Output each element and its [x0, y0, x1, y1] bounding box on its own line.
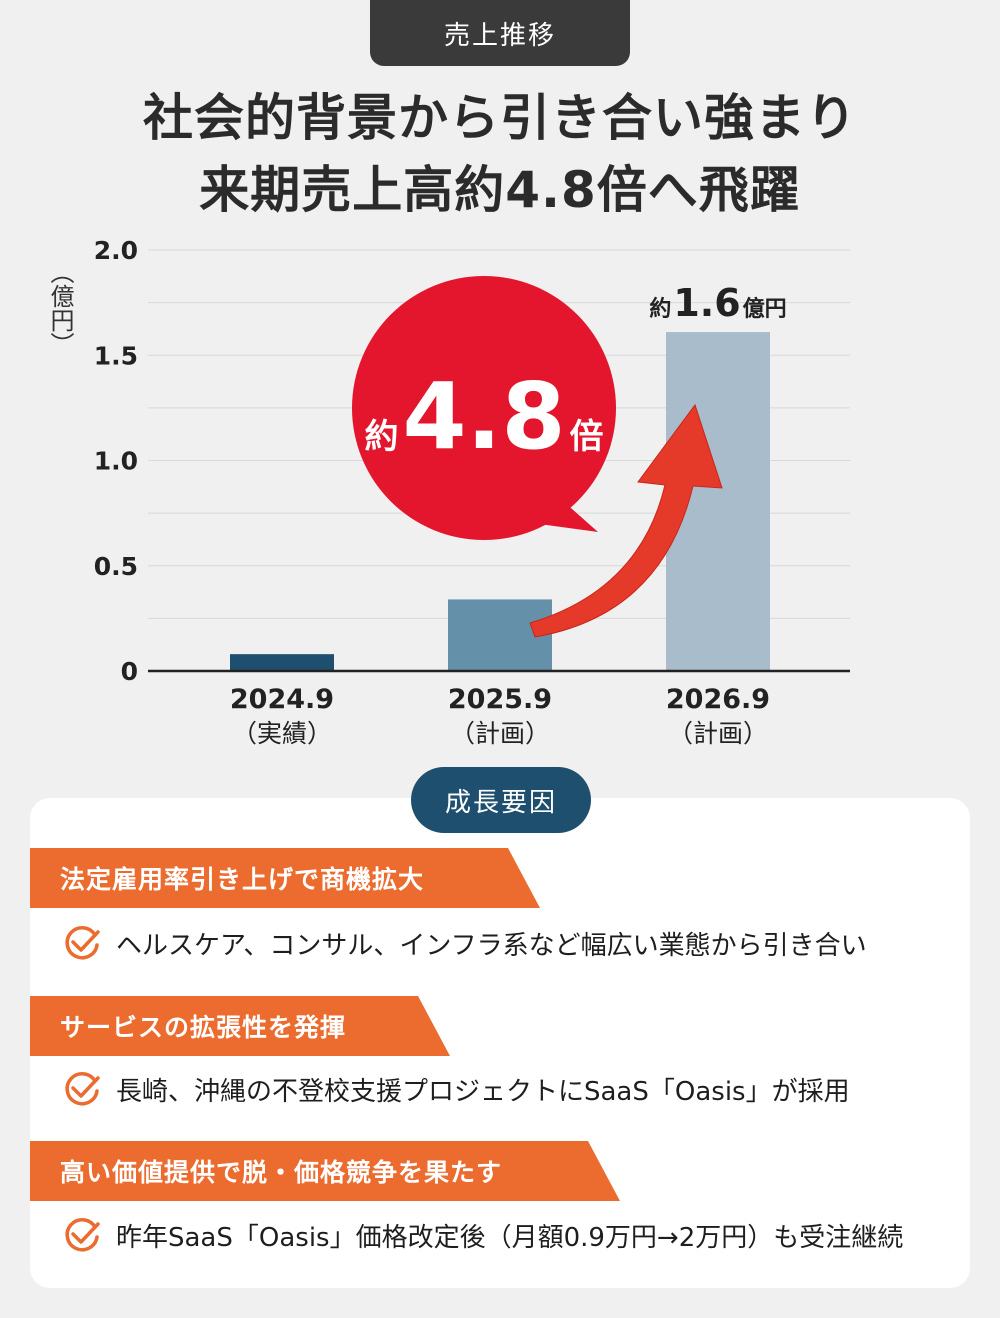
x-tick-label: 2024.9	[230, 684, 334, 715]
badge-suffix: 倍	[569, 417, 603, 457]
check-circle-icon	[65, 1218, 100, 1252]
factor-detail-2-text: 長崎、沖縄の不登校支援プロジェクトにSaaS「Oasis」が採用	[116, 1076, 850, 1107]
bar-2024.9	[230, 654, 334, 671]
page-title-line2: 来期売上高約4.8倍へ飛躍	[199, 161, 801, 219]
growth-badge: 約4.8 倍	[352, 276, 616, 540]
svg-text:約1.6億円: 約1.6億円	[649, 281, 786, 325]
y-tick-label: 1.5	[94, 341, 138, 370]
factor-detail-1: ヘルスケア、コンサル、インフラ系など幅広い業態から引き合い	[62, 918, 867, 968]
page-title-line1: 社会的背景から引き合い強まり	[143, 89, 857, 147]
factor-detail-3-text: 昨年SaaS「Oasis」価格改定後（月額0.9万円→2万円）も受注継続	[116, 1222, 904, 1253]
badge-value: 4.8	[403, 363, 566, 470]
y-tick-label: 0.5	[94, 552, 138, 581]
x-tick-note: （実績）	[232, 719, 332, 748]
y-tick-label: 1.0	[94, 447, 138, 476]
y-axis-label: （億円）	[46, 260, 74, 356]
check-circle-icon	[65, 1072, 100, 1106]
check-circle-icon	[65, 926, 100, 960]
factor-detail-2: 長崎、沖縄の不登校支援プロジェクトにSaaS「Oasis」が採用	[62, 1064, 850, 1114]
annotation-prefix: 約	[649, 296, 671, 322]
y-axis-ticks: 0 0.5 1.0 1.5 2.0	[94, 236, 138, 686]
factor-title-2: サービスの拡張性を発揮	[30, 996, 450, 1056]
factor-title-1: 法定雇用率引き上げで商機拡大	[30, 848, 540, 908]
x-tick-label: 2026.9	[666, 684, 770, 715]
page-title: 社会的背景から引き合い強まり 来期売上高約4.8倍へ飛躍	[0, 82, 1000, 226]
factor-detail-3: 昨年SaaS「Oasis」価格改定後（月額0.9万円→2万円）も受注継続	[62, 1210, 903, 1260]
growth-factors-pill: 成長要因	[411, 767, 591, 833]
annotation-unit: 億円	[743, 296, 787, 322]
sales-chart: 00.51.01.52.0 （億円） 2024.9（実績）2025.9（計画）2…	[46, 236, 850, 748]
badge-circle	[352, 276, 616, 540]
y-tick-label: 2.0	[94, 236, 138, 265]
x-tick-note: （計画）	[450, 719, 550, 748]
annotation-value: 1.6	[673, 281, 740, 325]
x-axis-ticks: 2024.9 （実績） 2025.9 （計画） 2026.9 （計画）	[230, 684, 770, 748]
y-tick-label: 0	[121, 657, 138, 686]
badge-prefix: 約	[365, 417, 399, 457]
factor-detail-1-text: ヘルスケア、コンサル、インフラ系など幅広い業態から引き合い	[116, 930, 867, 961]
svg-text:約4.8倍: 約4.8 倍	[365, 363, 604, 470]
section-tab: 売上推移	[370, 0, 630, 66]
growth-arrow-icon	[529, 403, 723, 638]
x-tick-label: 2025.9	[448, 684, 552, 715]
x-tick-note: （計画）	[668, 719, 768, 748]
factor-title-3: 高い価値提供で脱・価格競争を果たす	[30, 1141, 620, 1201]
